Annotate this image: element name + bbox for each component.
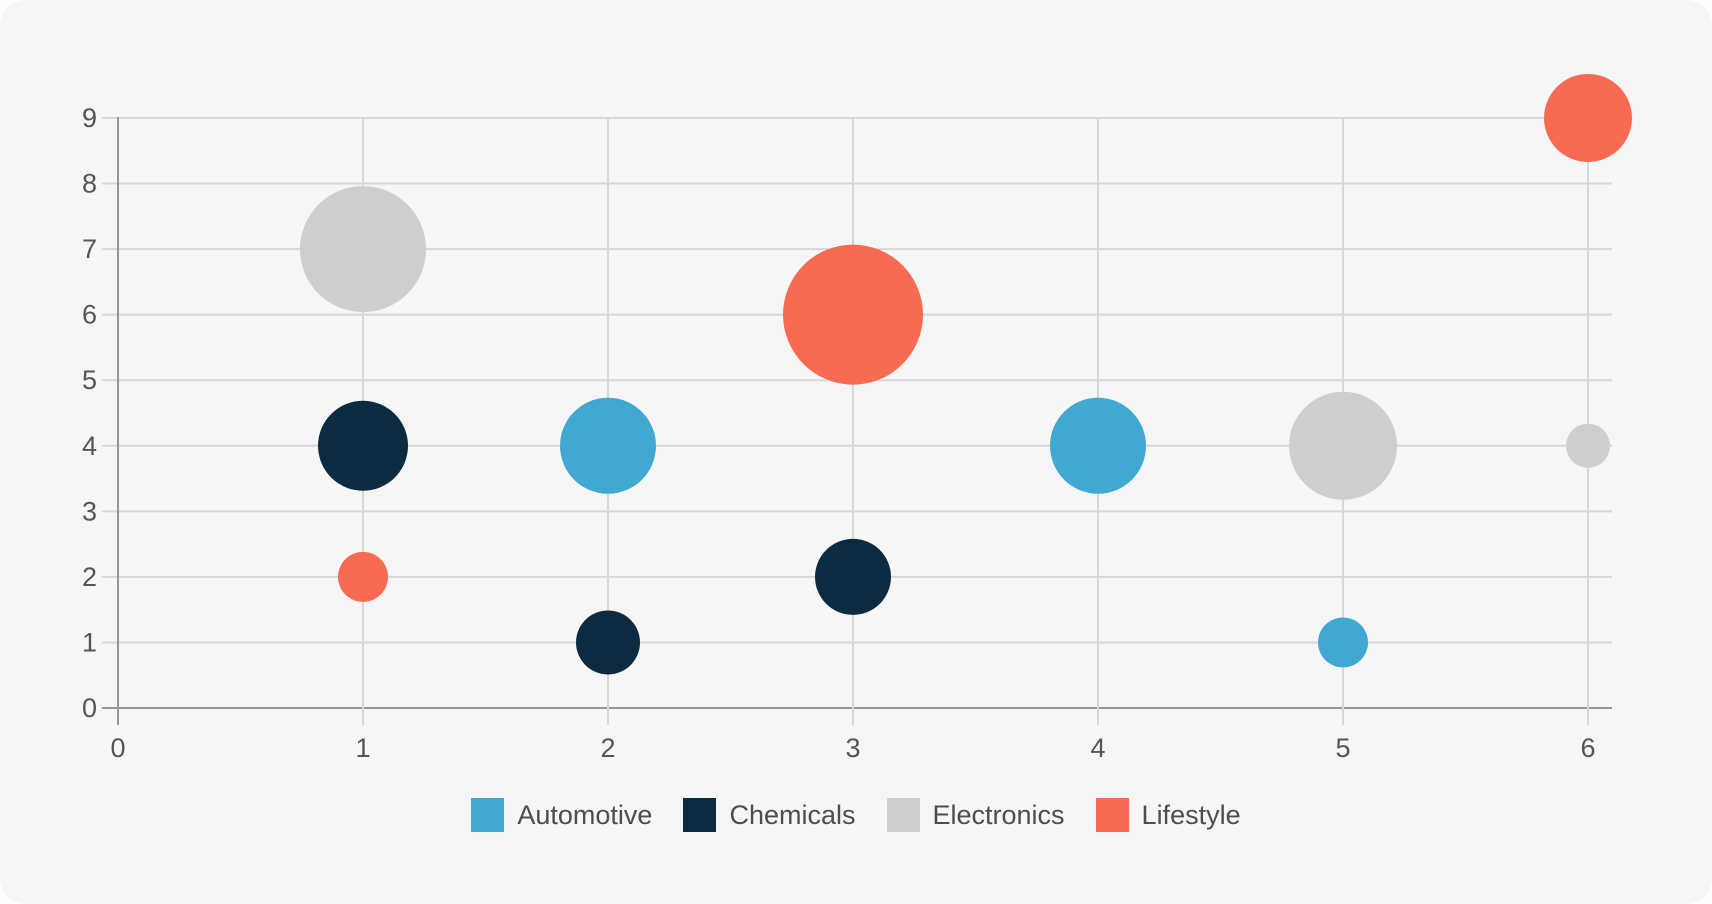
y-axis-tick-label: 0 (82, 693, 97, 723)
bubble-lifestyle-x6-y9[interactable] (1544, 73, 1632, 162)
bubble-lifestyle-x1-y2[interactable] (338, 551, 388, 602)
bubble-electronics-x5-y4[interactable] (1289, 391, 1397, 500)
y-axis-tick-label: 2 (82, 562, 97, 592)
legend-label: Lifestyle (1141, 799, 1241, 830)
bubble-series (300, 73, 1632, 675)
x-axis-tick-label: 1 (355, 733, 370, 763)
axis-labels: 0 1 2 3 4 5 6 7 8 9 0 1 2 3 4 5 6 (82, 103, 1596, 763)
legend-item-lifestyle[interactable]: Lifestyle (1095, 798, 1241, 832)
legend-item-electronics[interactable]: Electronics (886, 798, 1065, 832)
legend-item-automotive[interactable]: Automotive (471, 798, 652, 832)
bubble-chemicals-x2-y1[interactable] (576, 610, 640, 675)
y-axis-tick-label: 1 (82, 627, 97, 657)
y-axis-tick-label: 4 (82, 431, 97, 461)
bubble-automotive-x4-y4[interactable] (1050, 397, 1146, 494)
legend-swatch-chemicals (683, 798, 717, 832)
legend-swatch-lifestyle (1095, 798, 1129, 832)
bubble-chemicals-x1-y4[interactable] (318, 400, 408, 491)
y-axis-tick-label: 9 (82, 103, 97, 133)
y-axis-tick-label: 8 (82, 169, 97, 199)
x-axis-tick-label: 2 (600, 733, 615, 763)
x-axis-tick-label: 6 (1580, 733, 1595, 763)
x-axis-tick-label: 3 (845, 733, 860, 763)
y-axis-tick-label: 7 (82, 234, 97, 264)
legend-label: Automotive (517, 799, 653, 830)
y-axis-tick-label: 3 (82, 496, 97, 526)
x-axis-tick-label: 0 (110, 733, 125, 763)
bubble-electronics-x1-y7[interactable] (300, 186, 426, 313)
legend-item-chemicals[interactable]: Chemicals (683, 798, 856, 832)
bubble-automotive-x5-y1[interactable] (1318, 617, 1368, 668)
legend-label: Electronics (932, 799, 1065, 830)
chart-legend: Automotive Chemicals Electronics Lifestyle (0, 798, 1712, 832)
x-axis-tick-label: 5 (1335, 733, 1350, 763)
bubble-automotive-x2-y4[interactable] (560, 397, 656, 494)
y-axis-tick-label: 6 (82, 300, 97, 330)
legend-swatch-automotive (471, 798, 505, 832)
legend-swatch-electronics (886, 798, 920, 832)
bubble-electronics-x6-y4[interactable] (1566, 423, 1610, 468)
x-axis-tick-label: 4 (1090, 733, 1105, 763)
bubble-chart: 0 1 2 3 4 5 6 7 8 9 0 1 2 3 4 5 6 (82, 73, 1632, 763)
legend-label: Chemicals (729, 799, 856, 830)
y-axis-tick-label: 5 (82, 365, 97, 395)
bubble-chemicals-x3-y2[interactable] (815, 538, 891, 615)
bubble-lifestyle-x3-y6[interactable] (783, 244, 923, 385)
